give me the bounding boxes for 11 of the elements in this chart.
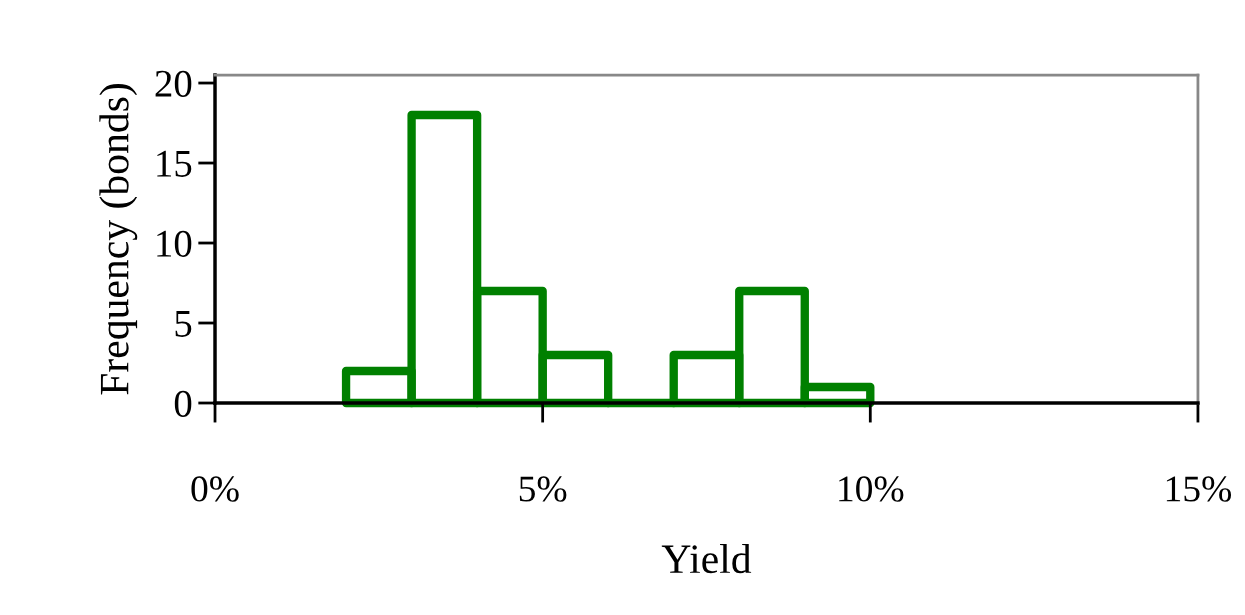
y-axis-title: Frequency (bonds) (99, 84, 138, 395)
y-tick-label: 15 (157, 150, 192, 177)
y-tick-label: 5 (175, 311, 192, 337)
y-tick-label: 20 (155, 70, 192, 97)
x-axis-title: Yield (661, 543, 752, 574)
y-tick-label: 10 (157, 230, 192, 257)
x-tick-label: 0% (191, 476, 239, 502)
y-tick-label: 0 (174, 390, 192, 417)
x-tick-label: 10% (839, 476, 904, 502)
x-tick-label: 5% (519, 476, 567, 502)
x-tick-label: 15% (1166, 476, 1232, 502)
